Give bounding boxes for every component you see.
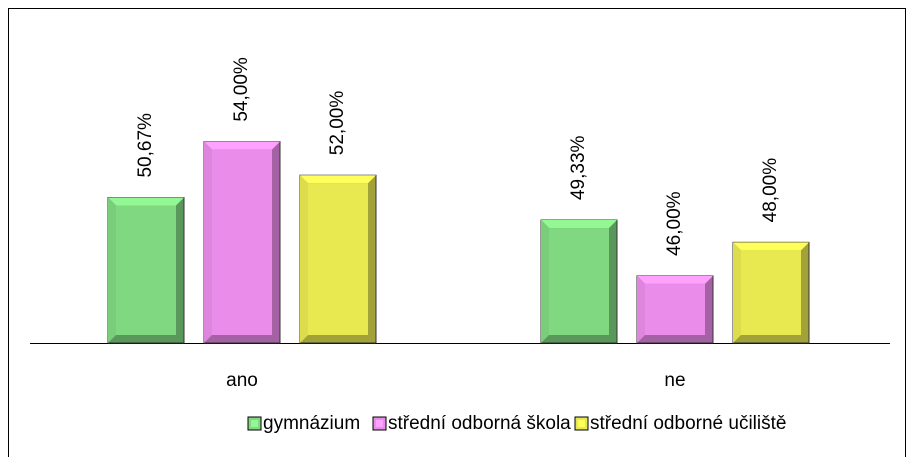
bar-face	[741, 250, 801, 335]
bar-face	[116, 205, 176, 335]
bar-face	[308, 183, 368, 335]
legend-swatch-shade	[251, 420, 258, 427]
value-label: 52,00%	[327, 91, 348, 156]
value-label: 49,33%	[568, 135, 589, 200]
bar-bevel	[300, 175, 376, 184]
x-tick-label: ano	[226, 370, 258, 391]
x-tick-label: ne	[664, 370, 685, 391]
bar-bevel	[541, 220, 549, 343]
bar-bevel	[541, 220, 617, 229]
value-label: 54,00%	[231, 57, 252, 122]
value-label: 48,00%	[760, 158, 781, 223]
legend-swatch-shade	[376, 420, 383, 427]
bar-bevel	[204, 141, 280, 150]
bar-bevel	[108, 197, 184, 206]
bar-bevel	[733, 242, 741, 343]
bar-bevel	[300, 175, 308, 343]
value-label: 50,67%	[135, 113, 156, 178]
bar-face	[645, 283, 705, 335]
bar-bevel	[637, 275, 713, 284]
bar-bevel	[637, 275, 645, 343]
bar-face	[212, 149, 272, 335]
legend-label: gymnázium	[263, 413, 360, 434]
legend-label: střední odborné učiliště	[590, 413, 786, 434]
legend-swatch-shade	[578, 420, 585, 427]
bar-bevel	[204, 141, 212, 343]
bar-bevel	[733, 242, 809, 251]
bar-bevel	[108, 197, 116, 343]
bar-face	[549, 228, 609, 335]
legend-label: střední odborná škola	[388, 413, 571, 434]
value-label: 46,00%	[664, 191, 685, 256]
